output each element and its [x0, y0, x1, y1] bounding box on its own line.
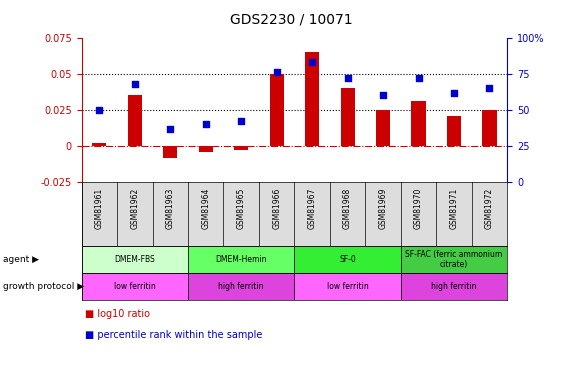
Bar	[234, 146, 248, 150]
Text: GSM81971: GSM81971	[449, 188, 458, 229]
Point	[307, 59, 317, 65]
Bar	[294, 246, 401, 273]
Text: ■ percentile rank within the sample: ■ percentile rank within the sample	[85, 330, 262, 340]
Text: GSM81966: GSM81966	[272, 188, 281, 229]
Text: GSM81964: GSM81964	[201, 188, 210, 229]
Text: GSM81967: GSM81967	[308, 188, 317, 229]
Text: high ferritin: high ferritin	[431, 282, 477, 291]
Bar	[401, 246, 507, 273]
Text: high ferritin: high ferritin	[219, 282, 264, 291]
Bar	[82, 246, 188, 273]
Point	[237, 118, 246, 124]
Text: SF-0: SF-0	[339, 255, 356, 264]
Text: GSM81972: GSM81972	[485, 188, 494, 229]
Point	[449, 90, 459, 96]
Point	[166, 126, 175, 132]
Bar	[412, 101, 426, 146]
Bar	[376, 110, 390, 146]
Text: GSM81961: GSM81961	[95, 188, 104, 229]
Bar	[188, 273, 294, 300]
Bar	[447, 116, 461, 146]
Text: agent ▶: agent ▶	[3, 255, 39, 264]
Text: low ferritin: low ferritin	[114, 282, 156, 291]
Text: GSM81963: GSM81963	[166, 188, 175, 229]
Bar	[163, 146, 177, 158]
Text: GSM81968: GSM81968	[343, 188, 352, 229]
Point	[130, 81, 139, 87]
Point	[272, 69, 282, 75]
Text: GSM81969: GSM81969	[378, 188, 388, 229]
Bar	[128, 95, 142, 146]
Bar	[92, 143, 107, 146]
Bar	[82, 273, 188, 300]
Point	[201, 122, 210, 128]
Point	[343, 75, 352, 81]
Text: low ferritin: low ferritin	[326, 282, 368, 291]
Text: GSM81962: GSM81962	[131, 188, 139, 229]
Text: GSM81970: GSM81970	[414, 188, 423, 229]
Text: DMEM-Hemin: DMEM-Hemin	[216, 255, 267, 264]
Bar	[188, 246, 294, 273]
Bar	[269, 74, 284, 146]
Text: growth protocol ▶: growth protocol ▶	[3, 282, 84, 291]
Bar	[199, 146, 213, 152]
Text: ■ log10 ratio: ■ log10 ratio	[85, 309, 149, 320]
Bar	[340, 88, 354, 146]
Point	[378, 92, 388, 98]
Point	[94, 107, 104, 113]
Bar	[305, 52, 319, 146]
Text: GDS2230 / 10071: GDS2230 / 10071	[230, 12, 353, 26]
Text: DMEM-FBS: DMEM-FBS	[114, 255, 155, 264]
Point	[414, 75, 423, 81]
Text: SF-FAC (ferric ammonium
citrate): SF-FAC (ferric ammonium citrate)	[405, 250, 503, 269]
Point	[485, 85, 494, 91]
Bar	[294, 273, 401, 300]
Bar	[482, 110, 497, 146]
Bar	[401, 273, 507, 300]
Text: GSM81965: GSM81965	[237, 188, 245, 229]
